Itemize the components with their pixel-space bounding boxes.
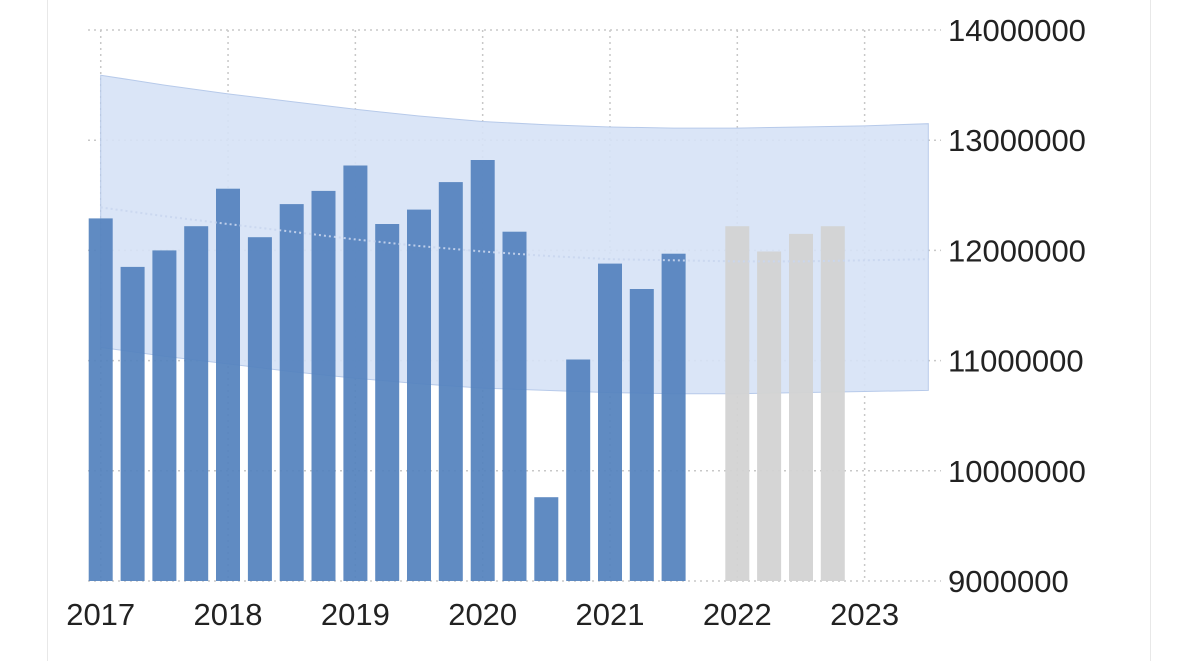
x-tick-label: 2021 bbox=[576, 597, 645, 632]
data-bar bbox=[247, 237, 272, 581]
bar-chart: 9000000 10000000 11000000 12000000 13000000 1… bbox=[66, 13, 1086, 632]
forecast-bar bbox=[757, 251, 782, 581]
data-bar bbox=[216, 188, 240, 581]
y-tick-label: 13000000 bbox=[948, 123, 1086, 158]
data-bar bbox=[311, 190, 336, 581]
data-bar bbox=[629, 289, 654, 581]
data-bar bbox=[343, 165, 368, 581]
chart-container: 9000000 10000000 11000000 12000000 13000000 1… bbox=[47, 0, 1151, 661]
data-bar bbox=[184, 226, 209, 581]
x-tick-label: 2020 bbox=[448, 597, 517, 632]
data-bar bbox=[152, 250, 177, 581]
x-tick-label: 2022 bbox=[703, 597, 772, 632]
x-tick-label: 2019 bbox=[321, 597, 390, 632]
forecast-bar bbox=[789, 233, 813, 581]
data-bar bbox=[502, 231, 527, 581]
forecast-mid-line bbox=[100, 206, 929, 263]
x-tick-label: 2017 bbox=[66, 597, 135, 632]
data-bar bbox=[88, 218, 113, 581]
data-bar bbox=[279, 204, 304, 581]
data-bar bbox=[661, 253, 686, 581]
data-bar bbox=[120, 266, 145, 581]
data-bar bbox=[438, 182, 463, 581]
data-bar bbox=[407, 209, 431, 581]
forecast-bar bbox=[725, 226, 750, 581]
data-bar bbox=[566, 359, 591, 581]
y-tick-label: 9000000 bbox=[948, 564, 1069, 599]
forecast-bar bbox=[820, 226, 845, 581]
y-tick-label: 12000000 bbox=[948, 233, 1086, 268]
x-tick-label: 2018 bbox=[194, 597, 263, 632]
data-bar bbox=[598, 263, 622, 581]
x-tick-label: 2023 bbox=[830, 597, 899, 632]
y-axis-ticks: 9000000 10000000 11000000 12000000 13000000 1… bbox=[948, 13, 1086, 599]
y-tick-label: 10000000 bbox=[948, 454, 1086, 489]
data-bar bbox=[470, 160, 495, 581]
data-bar bbox=[534, 497, 559, 581]
bars bbox=[88, 160, 845, 581]
y-tick-label: 14000000 bbox=[948, 13, 1086, 48]
y-tick-label: 11000000 bbox=[948, 344, 1084, 379]
data-bar bbox=[375, 224, 400, 581]
x-axis-ticks: 2017 2018 2019 2020 2021 2022 2023 bbox=[66, 597, 899, 632]
